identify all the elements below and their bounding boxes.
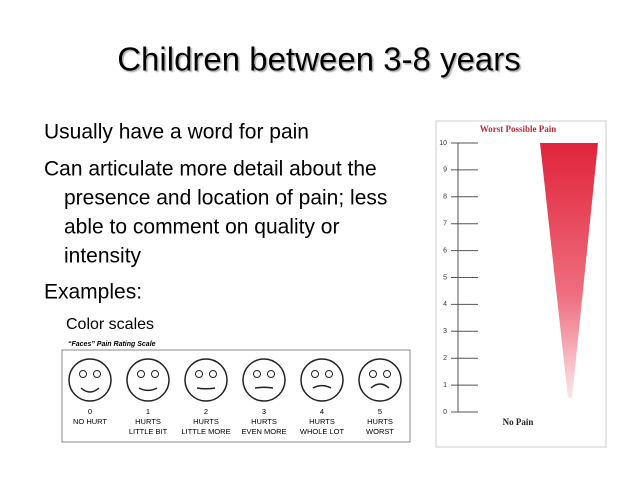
bullet-list: Usually have a word for pain Can articula… bbox=[44, 121, 387, 304]
face-label: EVEN MORE bbox=[241, 427, 286, 436]
faces-scale: “Faces” Pain Rating Scale 0NO HURT1HURTS… bbox=[61, 341, 411, 443]
tick-label: 8 bbox=[443, 194, 447, 201]
face-label: HURTS bbox=[193, 417, 219, 426]
face-label: HURTS bbox=[309, 417, 335, 426]
tick-label: 3 bbox=[443, 328, 447, 335]
bullet-line: Examples: bbox=[44, 281, 142, 304]
eye bbox=[383, 370, 391, 378]
mouth bbox=[312, 384, 332, 389]
face-label: HURTS bbox=[251, 417, 277, 426]
eye bbox=[79, 370, 87, 378]
face bbox=[242, 358, 286, 402]
bottom-label: No Pain bbox=[503, 417, 534, 427]
face-number: 4 bbox=[320, 407, 324, 416]
bullet-line: able to comment on quality or bbox=[64, 216, 339, 239]
face-number: 1 bbox=[146, 407, 150, 416]
color-wedge bbox=[540, 143, 598, 398]
face-label: LITTLE BIT bbox=[129, 427, 168, 436]
mouth bbox=[254, 386, 274, 389]
face-label: HURTS bbox=[135, 417, 161, 426]
tick-label: 1 bbox=[443, 382, 447, 389]
eye bbox=[209, 370, 217, 378]
tick-label: 6 bbox=[443, 247, 447, 254]
eye bbox=[93, 370, 101, 378]
bullet-line: Can articulate more detail about the bbox=[44, 158, 377, 181]
eye bbox=[137, 370, 145, 378]
faces-title: “Faces” Pain Rating Scale bbox=[68, 341, 156, 348]
tick-label: 9 bbox=[443, 167, 447, 174]
face-number: 5 bbox=[378, 407, 382, 416]
eye bbox=[151, 370, 159, 378]
bullet-line: presence and location of pain; less bbox=[64, 187, 387, 210]
mouth bbox=[138, 387, 158, 392]
faces-frame bbox=[61, 349, 411, 443]
tick-label: 10 bbox=[439, 140, 447, 147]
mouth bbox=[80, 387, 100, 393]
face bbox=[68, 358, 112, 402]
face-number: 2 bbox=[204, 407, 208, 416]
eye bbox=[195, 370, 203, 378]
face-label: HURTS bbox=[367, 417, 393, 426]
tick-label: 0 bbox=[443, 409, 447, 416]
bullet-line: Usually have a word for pain bbox=[44, 121, 309, 144]
eye bbox=[369, 370, 377, 378]
top-label: Worst Possible Pain bbox=[480, 124, 557, 134]
tick-label: 4 bbox=[443, 301, 447, 308]
face-label: NO HURT bbox=[73, 417, 107, 426]
color-scale: Worst Possible Pain 0 1 2 3 4 5 6 7 8 9 10 No Pain bbox=[435, 120, 607, 448]
face-number: 3 bbox=[262, 407, 266, 416]
sub-bullet: Color scales bbox=[66, 316, 154, 333]
face bbox=[300, 358, 344, 402]
face bbox=[184, 358, 228, 402]
bullet-line: intensity bbox=[64, 245, 142, 268]
tick-label: 2 bbox=[443, 355, 447, 362]
face-label: WORST bbox=[366, 427, 394, 436]
face-label: WHOLE LOT bbox=[300, 427, 345, 436]
face-label: LITTLE MORE bbox=[181, 427, 230, 436]
eye bbox=[325, 370, 333, 378]
tick-label: 7 bbox=[443, 221, 447, 228]
face bbox=[358, 358, 402, 402]
face bbox=[126, 358, 170, 402]
ticks: 0 1 2 3 4 5 6 7 8 9 10 bbox=[439, 140, 478, 416]
mouth bbox=[370, 383, 390, 389]
slide-title: Children between 3-8 years bbox=[117, 41, 521, 78]
eye bbox=[267, 370, 275, 378]
eye bbox=[253, 370, 261, 378]
tick-label: 5 bbox=[443, 274, 447, 281]
eye bbox=[311, 370, 319, 378]
mouth bbox=[196, 387, 216, 390]
face-number: 0 bbox=[88, 407, 92, 416]
